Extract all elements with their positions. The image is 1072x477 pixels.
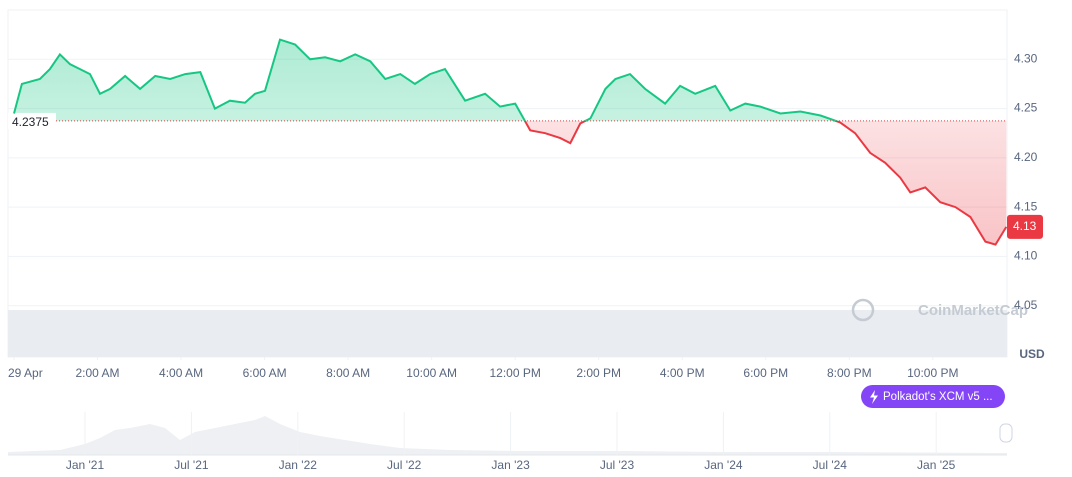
price-line (13, 38, 839, 121)
x-tick-label: 8:00 AM (326, 366, 370, 380)
x-tick-label: 4:00 AM (159, 366, 203, 380)
y-tick-label: 4.15 (1014, 199, 1038, 213)
navigator-label: Jan '24 (704, 458, 743, 472)
price-line-below (523, 120, 1008, 246)
watermark: CoinMarketCap (918, 302, 1028, 319)
navigator-label: Jan '25 (917, 458, 956, 472)
event-icon (870, 390, 878, 404)
x-tick-label: 12:00 PM (489, 366, 540, 380)
y-unit: USD (1019, 347, 1045, 361)
last-price-badge (1007, 214, 1043, 239)
watermark-logo (851, 298, 875, 322)
navigator-label: Jan '22 (279, 458, 318, 472)
x-tick-label: 4:00 PM (660, 366, 705, 380)
y-tick-label: 4.30 (1014, 51, 1038, 65)
navigator-area (8, 416, 1007, 455)
plot-frame (7, 9, 1008, 358)
x-tick-label: 29 Apr (8, 366, 43, 380)
baseline-label-bg (8, 112, 56, 129)
navigator-label: Jan '21 (66, 458, 105, 472)
area-above (14, 39, 836, 121)
baseline-label: 4.2375 (12, 115, 49, 129)
y-tick-label: 4.10 (1014, 249, 1038, 263)
volume-band (8, 310, 1007, 357)
navigator-handle[interactable] (999, 423, 1013, 443)
navigator-label: Jul '23 (600, 458, 635, 472)
x-tick-label: 2:00 AM (76, 366, 120, 380)
navigator (8, 412, 1013, 456)
x-tick-label: 10:00 PM (907, 366, 958, 380)
y-tick-label: 4.25 (1014, 101, 1038, 115)
event-tag[interactable]: Polkadot's XCM v5 ... (861, 385, 1005, 408)
navigator-label: Jul '22 (387, 458, 422, 472)
event-pill[interactable] (861, 385, 1005, 408)
event-label[interactable]: Polkadot's XCM v5 ... (883, 391, 993, 403)
y-tick-label: 4.20 (1014, 150, 1038, 164)
navigator-label: Jul '21 (174, 458, 209, 472)
x-tick-label: 6:00 PM (743, 366, 788, 380)
x-tick-label: 6:00 AM (243, 366, 287, 380)
last-price-label: 4.13 (1013, 219, 1037, 233)
x-tick-label: 10:00 AM (406, 366, 457, 380)
x-tick-label: 2:00 PM (576, 366, 621, 380)
area-below (14, 120, 1007, 245)
navigator-label: Jan '23 (491, 458, 530, 472)
y-tick-label: 4.05 (1014, 298, 1038, 312)
x-tick-label: 8:00 PM (827, 366, 872, 380)
navigator-label: Jul '24 (813, 458, 848, 472)
